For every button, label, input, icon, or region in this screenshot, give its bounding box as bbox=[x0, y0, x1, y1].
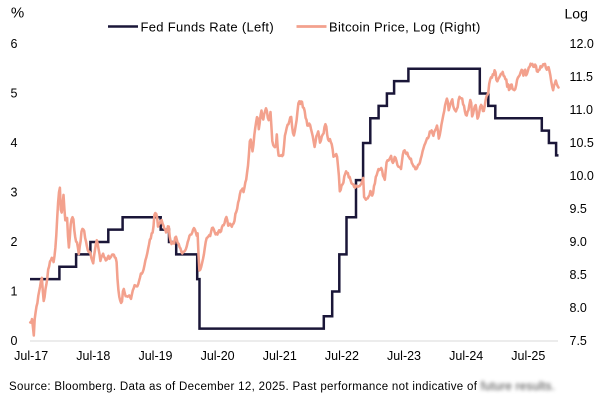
svg-text:8.5: 8.5 bbox=[570, 268, 587, 282]
svg-text:Source: Bloomberg. Data as of: Source: Bloomberg. Data as of December 1… bbox=[9, 381, 555, 393]
svg-text:11.0: 11.0 bbox=[570, 103, 593, 117]
svg-text:%: % bbox=[11, 5, 24, 22]
svg-text:11.5: 11.5 bbox=[570, 70, 593, 84]
svg-text:Jul-19: Jul-19 bbox=[138, 349, 172, 363]
svg-text:Bitcoin Price, Log (Right): Bitcoin Price, Log (Right) bbox=[329, 20, 481, 35]
svg-text:Jul-20: Jul-20 bbox=[201, 349, 235, 363]
svg-text:12.0: 12.0 bbox=[570, 37, 594, 51]
svg-text:0: 0 bbox=[11, 334, 18, 348]
svg-text:9.0: 9.0 bbox=[570, 235, 587, 249]
svg-text:10.0: 10.0 bbox=[570, 169, 594, 183]
svg-text:7.5: 7.5 bbox=[570, 334, 587, 348]
svg-text:3: 3 bbox=[11, 186, 18, 200]
svg-text:Jul-22: Jul-22 bbox=[325, 349, 359, 363]
svg-text:Log: Log bbox=[565, 6, 588, 22]
svg-text:1: 1 bbox=[11, 285, 18, 299]
svg-text:Jul-25: Jul-25 bbox=[511, 349, 545, 363]
svg-text:2: 2 bbox=[11, 235, 18, 249]
svg-text:6: 6 bbox=[11, 37, 18, 51]
svg-text:Jul-18: Jul-18 bbox=[76, 349, 110, 363]
svg-text:Fed Funds Rate (Left): Fed Funds Rate (Left) bbox=[141, 20, 274, 35]
svg-text:Jul-17: Jul-17 bbox=[14, 349, 48, 363]
svg-text:Jul-23: Jul-23 bbox=[387, 349, 421, 363]
svg-text:Jul-21: Jul-21 bbox=[263, 349, 297, 363]
svg-text:4: 4 bbox=[11, 136, 18, 150]
svg-text:8.0: 8.0 bbox=[570, 301, 587, 315]
svg-text:Jul-24: Jul-24 bbox=[449, 349, 483, 363]
svg-text:9.5: 9.5 bbox=[570, 202, 587, 216]
svg-text:10.5: 10.5 bbox=[570, 136, 594, 150]
svg-text:5: 5 bbox=[11, 87, 18, 101]
